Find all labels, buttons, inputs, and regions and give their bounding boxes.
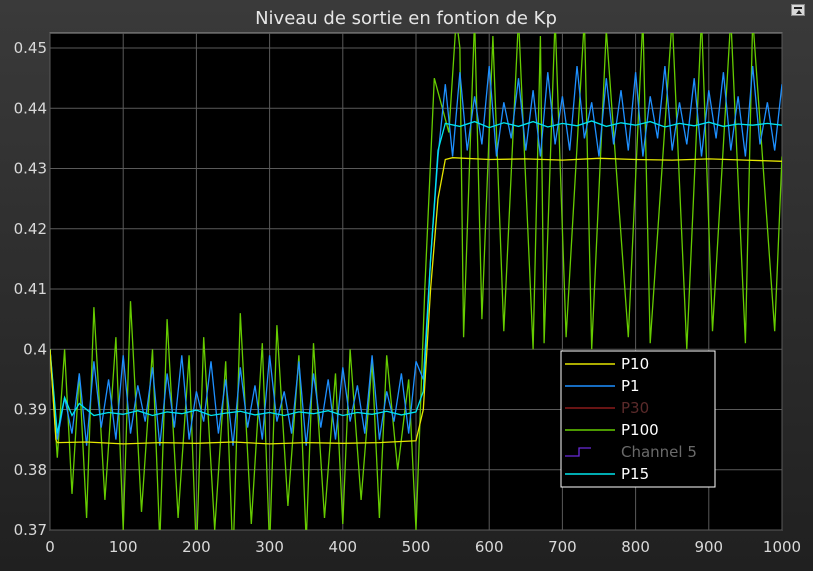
legend: P10 P1 P30 P100 Channel 5 P15	[560, 350, 716, 488]
legend-label: P15	[621, 465, 649, 483]
y-tick-label: 0.41	[14, 280, 47, 298]
legend-label: P1	[621, 377, 640, 395]
legend-box	[560, 350, 716, 488]
legend-swatch	[565, 447, 591, 457]
x-tick-label: 300	[255, 538, 284, 556]
y-tick-label: 0.42	[14, 220, 47, 238]
x-tick-label: 700	[548, 538, 577, 556]
restore-icon[interactable]	[791, 4, 805, 16]
legend-label: P30	[621, 399, 649, 417]
x-tick-label: 100	[109, 538, 138, 556]
series-line-p10	[50, 157, 782, 445]
x-tick-label: 400	[328, 538, 357, 556]
legend-label: Channel 5	[621, 443, 697, 461]
y-tick-label: 0.39	[14, 401, 47, 419]
y-tick-label: 0.45	[14, 39, 47, 57]
x-tick-label: 600	[475, 538, 504, 556]
x-tick-label: 200	[182, 538, 211, 556]
y-tick-label: 0.37	[14, 521, 47, 539]
legend-label: P10	[621, 355, 649, 373]
series-layer	[50, 33, 782, 530]
series-line-p15	[50, 120, 782, 434]
x-tick-label: 900	[694, 538, 723, 556]
x-tick-label: 1000	[763, 538, 801, 556]
x-tick-label: 500	[402, 538, 431, 556]
x-axis-ticks: 0 100 200 300 400 500 600 700 800 900 1000	[45, 538, 801, 556]
y-tick-label: 0.38	[14, 461, 47, 479]
y-tick-label: 0.43	[14, 160, 47, 178]
x-tick-label: 800	[621, 538, 650, 556]
y-tick-label: 0.44	[14, 99, 47, 117]
y-tick-label: 0.4	[23, 340, 47, 358]
y-axis-ticks: 0.37 0.38 0.39 0.4 0.41 0.42 0.43 0.44 0.45	[14, 39, 47, 539]
x-tick-label: 0	[45, 538, 55, 556]
series-line-p1	[50, 66, 782, 446]
chart-title: Niveau de sortie en fontion de Kp	[255, 8, 557, 29]
legend-label: P100	[621, 421, 659, 439]
